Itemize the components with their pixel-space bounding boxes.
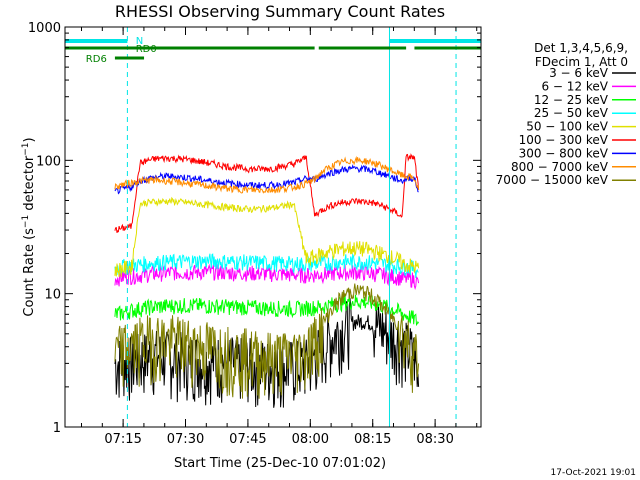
timestamp: 17-Oct-2021 19:01 [551,468,636,478]
y-tick-label: 1000 [28,21,61,36]
x-tick-label: 07:30 [167,432,204,447]
series-line-5 [114,153,420,233]
legend-entry-label: 6 − 12 keV [541,79,608,93]
legend-entry-label: 7000 − 15000 keV [496,173,609,187]
x-tick-label: 08:00 [292,432,329,447]
legend-entry-label: 100 − 300 keV [519,133,609,147]
legend-entry-label: 50 − 100 keV [526,120,609,134]
series-line-6 [114,164,419,195]
series-line-7 [114,155,420,194]
chart-title: RHESSI Observing Summary Count Rates [115,2,445,21]
legend: Det 1,3,4,5,6,9,FDecim 1, Att 03 − 6 keV… [496,41,636,187]
x-tick-label: 08:30 [416,432,453,447]
y-axis-label-sup1: −1 [21,215,31,228]
series-line-4 [114,196,420,277]
y-tick-label: 100 [36,154,61,169]
y-axis-label-end: ) [22,137,37,142]
legend-entry-label: 25 − 50 keV [534,106,609,120]
series-line-3 [114,252,419,279]
y-axis-label-sup2: −1 [21,142,31,155]
series-line-2 [114,293,420,327]
x-tick-label: 07:15 [104,432,141,447]
axes: 1 10 100 1000 07:15 07:30 07:45 08:00 08:15 08:30 [28,21,481,447]
legend-header: FDecim 1, Att 0 [535,55,628,69]
legend-entry-label: 300 − 800 keV [519,146,609,160]
x-axis-label: Start Time (25-Dec-10 07:01:02) [174,456,386,471]
y-axis-label-main: Count Rate (s [22,228,37,317]
y-axis-label-mid: detector [22,155,37,215]
legend-entry-label: 3 − 6 keV [549,66,609,80]
legend-header: Det 1,3,4,5,6,9, [534,41,628,55]
series-lines [114,153,420,408]
y-axis-label: Count Rate (s−1 detector−1) [21,137,37,316]
night-flag-label: N [136,36,143,47]
plot-frame [64,26,482,428]
x-tick-label: 07:45 [229,432,266,447]
rd6-flag-label: RD6 [86,54,107,65]
legend-entry-label: 12 − 25 keV [534,93,609,107]
rd0-flag-label: RD0 [136,44,157,55]
x-tick-label: 08:15 [354,432,391,447]
y-tick-label: 10 [44,288,61,303]
legend-entry-label: 800 − 7000 keV [511,160,609,174]
y-tick-label: 1 [53,421,61,436]
series-line-8 [114,283,420,399]
